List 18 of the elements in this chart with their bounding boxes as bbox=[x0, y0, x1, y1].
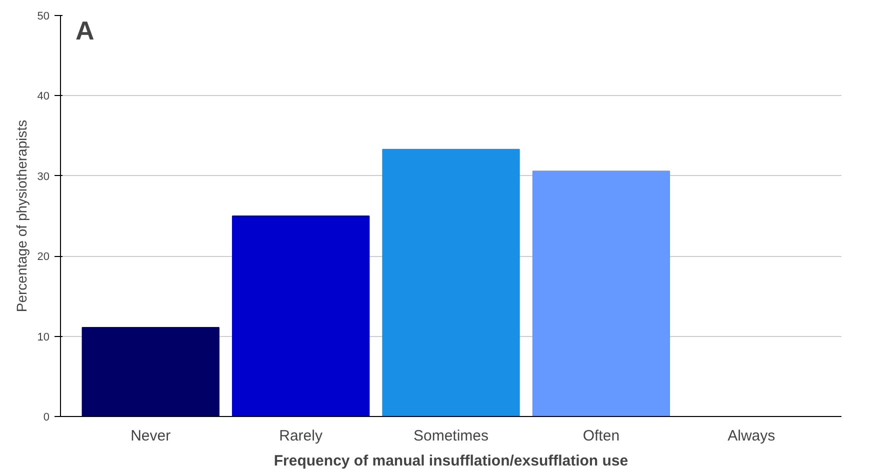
y-tick-label: 50 bbox=[37, 10, 50, 22]
x-tick-label: Never bbox=[130, 428, 171, 444]
x-axis-title: Frequency of manual insufflation/exsufflation use bbox=[274, 452, 628, 470]
y-tick-label: 0 bbox=[43, 412, 50, 424]
y-tick-label: 20 bbox=[37, 251, 50, 264]
y-axis-title: Percentage of physiotherapists bbox=[13, 120, 30, 312]
annotation: A bbox=[76, 16, 95, 46]
y-tick-label: 10 bbox=[37, 331, 50, 344]
x-tick-label: Sometimes bbox=[413, 428, 489, 444]
bar bbox=[532, 170, 670, 416]
x-tick-label: Always bbox=[728, 428, 776, 444]
x-tick-label: Rarely bbox=[279, 428, 323, 444]
bar bbox=[82, 326, 220, 416]
bar bbox=[232, 216, 370, 416]
bar bbox=[382, 148, 520, 416]
x-tick-label: Often bbox=[582, 428, 620, 444]
y-tick-label: 30 bbox=[37, 170, 50, 183]
y-tick-label: 40 bbox=[37, 90, 50, 103]
